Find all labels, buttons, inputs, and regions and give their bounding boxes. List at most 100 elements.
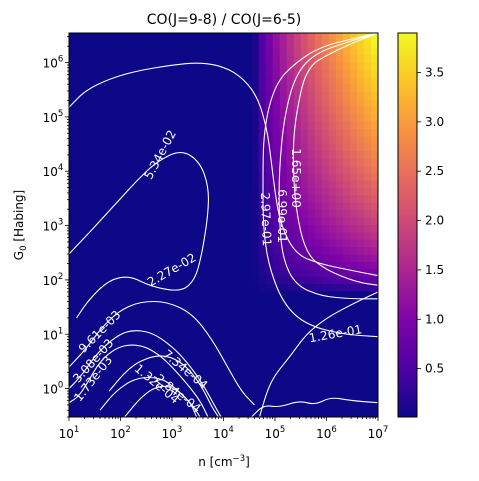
heatmap-cell [370, 276, 378, 285]
heatmap-cell [188, 284, 197, 293]
heatmap-cell [153, 202, 161, 211]
heatmap-cell [104, 77, 112, 86]
heatmap-cell [97, 106, 105, 115]
heatmap-cell [314, 210, 323, 219]
heatmap-cell [160, 350, 168, 359]
heatmap-cell [328, 136, 337, 145]
heatmap-cell [209, 276, 218, 285]
heatmap-cell [132, 121, 140, 130]
contour-line [124, 385, 198, 417]
heatmap-cell [90, 33, 98, 41]
contour-label: 6.99e-01 [275, 189, 289, 243]
heatmap-cell [223, 55, 232, 64]
heatmap-cell [104, 62, 112, 71]
heatmap-cell [363, 121, 372, 130]
heatmap-cell [111, 328, 119, 337]
heatmap-cell [342, 261, 351, 270]
heatmap-cell [195, 62, 204, 71]
heatmap-cell [335, 121, 344, 130]
heatmap-cell [216, 84, 225, 93]
heatmap-cell [223, 321, 232, 329]
heatmap-cell [139, 92, 147, 101]
heatmap-cell [69, 173, 77, 182]
heatmap-cell [286, 77, 295, 86]
heatmap-cell [181, 114, 189, 123]
heatmap-cell [300, 202, 309, 211]
heatmap-cell [272, 210, 281, 219]
heatmap-cell [209, 269, 218, 278]
heatmap-cell [167, 55, 175, 64]
heatmap-cell [209, 298, 218, 307]
heatmap-cell [272, 335, 281, 344]
heatmap-cell [223, 92, 232, 101]
heatmap-cell [76, 328, 84, 337]
heatmap-cell [69, 261, 77, 270]
heatmap-cell [83, 291, 91, 300]
heatmap-cell [104, 55, 112, 64]
heatmap-cell [167, 350, 175, 359]
heatmap-cell [69, 92, 77, 101]
heatmap-cell [97, 210, 105, 219]
heatmap-cell [230, 343, 239, 352]
heatmap-cell [230, 165, 239, 174]
heatmap-cell [314, 328, 323, 337]
heatmap-cell [293, 247, 302, 256]
heatmap-cell [181, 121, 189, 130]
heatmap-cell [279, 284, 288, 293]
heatmap-cell [244, 372, 253, 381]
heatmap-cell [83, 143, 91, 152]
heatmap-cell [272, 136, 281, 145]
heatmap-cell [237, 298, 246, 307]
heatmap-cell [174, 180, 182, 189]
contour-lines [69, 33, 378, 417]
heatmap-cell [139, 121, 147, 130]
heatmap-cell [293, 239, 302, 248]
heatmap-cell [139, 372, 147, 381]
heatmap-cell [111, 350, 119, 359]
heatmap-cell [321, 158, 330, 167]
heatmap-cell [111, 321, 119, 329]
heatmap-cell [195, 114, 204, 123]
heatmap-cell [363, 365, 372, 374]
heatmap-cell [321, 254, 330, 263]
heatmap-cell [356, 165, 365, 174]
heatmap-cell [230, 321, 239, 329]
heatmap-cell [153, 254, 161, 263]
heatmap-cell [251, 114, 260, 123]
heatmap-cell [293, 291, 302, 300]
heatmap-cell [349, 225, 358, 233]
heatmap-cell [153, 394, 161, 403]
heatmap-cell [132, 114, 140, 123]
heatmap-cell [356, 269, 365, 278]
colorbar-tick-label: 2.5 [425, 164, 444, 178]
heatmap-cell [300, 328, 309, 337]
heatmap-cell [146, 269, 154, 278]
heatmap-cell [265, 195, 274, 204]
heatmap-cell [286, 33, 295, 41]
heatmap-cell [370, 158, 378, 167]
heatmap-cell [139, 180, 147, 189]
heatmap-cell [76, 225, 84, 233]
heatmap-cell [328, 387, 337, 396]
heatmap-cell [139, 232, 147, 241]
heatmap-cell [202, 239, 211, 248]
heatmap-cell [83, 247, 91, 256]
heatmap-cell [251, 165, 260, 174]
heatmap-cell [69, 313, 77, 322]
heatmap-cell [69, 291, 77, 300]
heatmap-cell [209, 239, 218, 248]
heatmap-cell [244, 298, 253, 307]
heatmap-cell [125, 143, 133, 152]
heatmap-cell [223, 217, 232, 226]
heatmap-cell [307, 357, 316, 366]
heatmap-cell [237, 225, 246, 233]
heatmap-cell [118, 261, 126, 270]
heatmap-cell [76, 291, 84, 300]
heatmap-cell [195, 106, 204, 115]
heatmap-cell [314, 298, 323, 307]
heatmap-cell [335, 47, 344, 56]
heatmap-cell [195, 77, 204, 86]
heatmap-cell [181, 365, 189, 374]
heatmap-cell [321, 298, 330, 307]
heatmap-cell [97, 387, 105, 396]
